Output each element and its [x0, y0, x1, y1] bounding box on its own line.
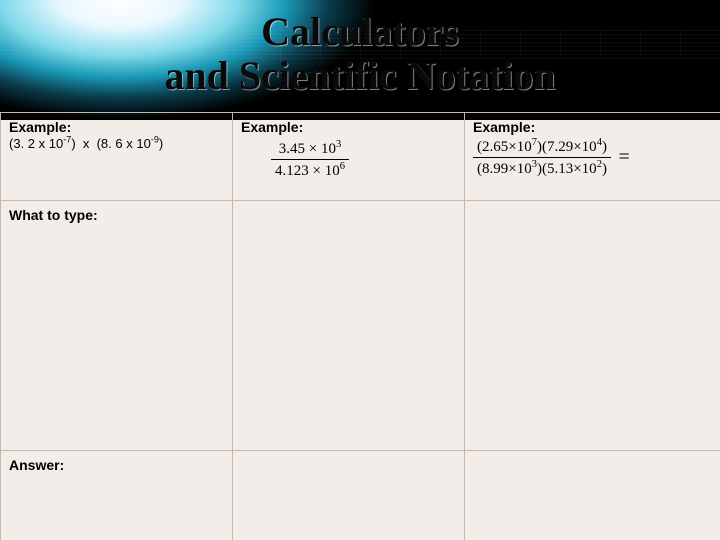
fraction-denominator: 4.123 × 106: [271, 160, 349, 180]
answer-row: Answer:: [1, 451, 720, 540]
example-1-expression: (3. 2 x 10-7) x (8. 6 x 10-9): [9, 136, 163, 151]
type-cell-3: [465, 201, 720, 451]
slide-title: Calculators and Scientific Notation: [0, 10, 720, 98]
title-line-2: and Scientific Notation: [164, 53, 555, 98]
what-to-type-label: What to type:: [9, 207, 224, 223]
fraction-numerator: 3.45 × 103: [271, 139, 349, 160]
fraction-denominator-3: (8.99×103)(5.13×102): [473, 158, 611, 178]
fraction-numerator-3: (2.65×107)(7.29×104): [473, 137, 611, 158]
answer-cell-3: [465, 451, 720, 540]
example-label-3: Example:: [473, 119, 712, 135]
example-label-1: Example:: [9, 119, 224, 135]
example-2-fraction: 3.45 × 103 4.123 × 106: [271, 139, 349, 180]
answer-cell-1: Answer:: [1, 451, 233, 540]
type-cell-1: What to type:: [1, 201, 233, 451]
slide: Calculators and Scientific Notation Exam…: [0, 0, 720, 540]
title-line-1: Calculators: [261, 9, 459, 54]
type-cell-2: [233, 201, 465, 451]
equals-sign: =: [618, 146, 629, 168]
answer-label: Answer:: [9, 457, 224, 473]
what-to-type-row: What to type:: [1, 201, 720, 451]
example-label-2: Example:: [241, 119, 456, 135]
example-row: Example: (3. 2 x 10-7) x (8. 6 x 10-9) E…: [1, 113, 720, 201]
answer-cell-2: [233, 451, 465, 540]
example-3-expression: (2.65×107)(7.29×104) (8.99×103)(5.13×102…: [473, 135, 630, 178]
example-cell-2: Example: 3.45 × 103 4.123 × 106: [233, 113, 465, 201]
example-3-fraction: (2.65×107)(7.29×104) (8.99×103)(5.13×102…: [473, 137, 611, 178]
content-table: Example: (3. 2 x 10-7) x (8. 6 x 10-9) E…: [0, 112, 720, 540]
example-cell-3: Example: (2.65×107)(7.29×104) (8.99×103)…: [465, 113, 720, 201]
example-cell-1: Example: (3. 2 x 10-7) x (8. 6 x 10-9): [1, 113, 233, 201]
